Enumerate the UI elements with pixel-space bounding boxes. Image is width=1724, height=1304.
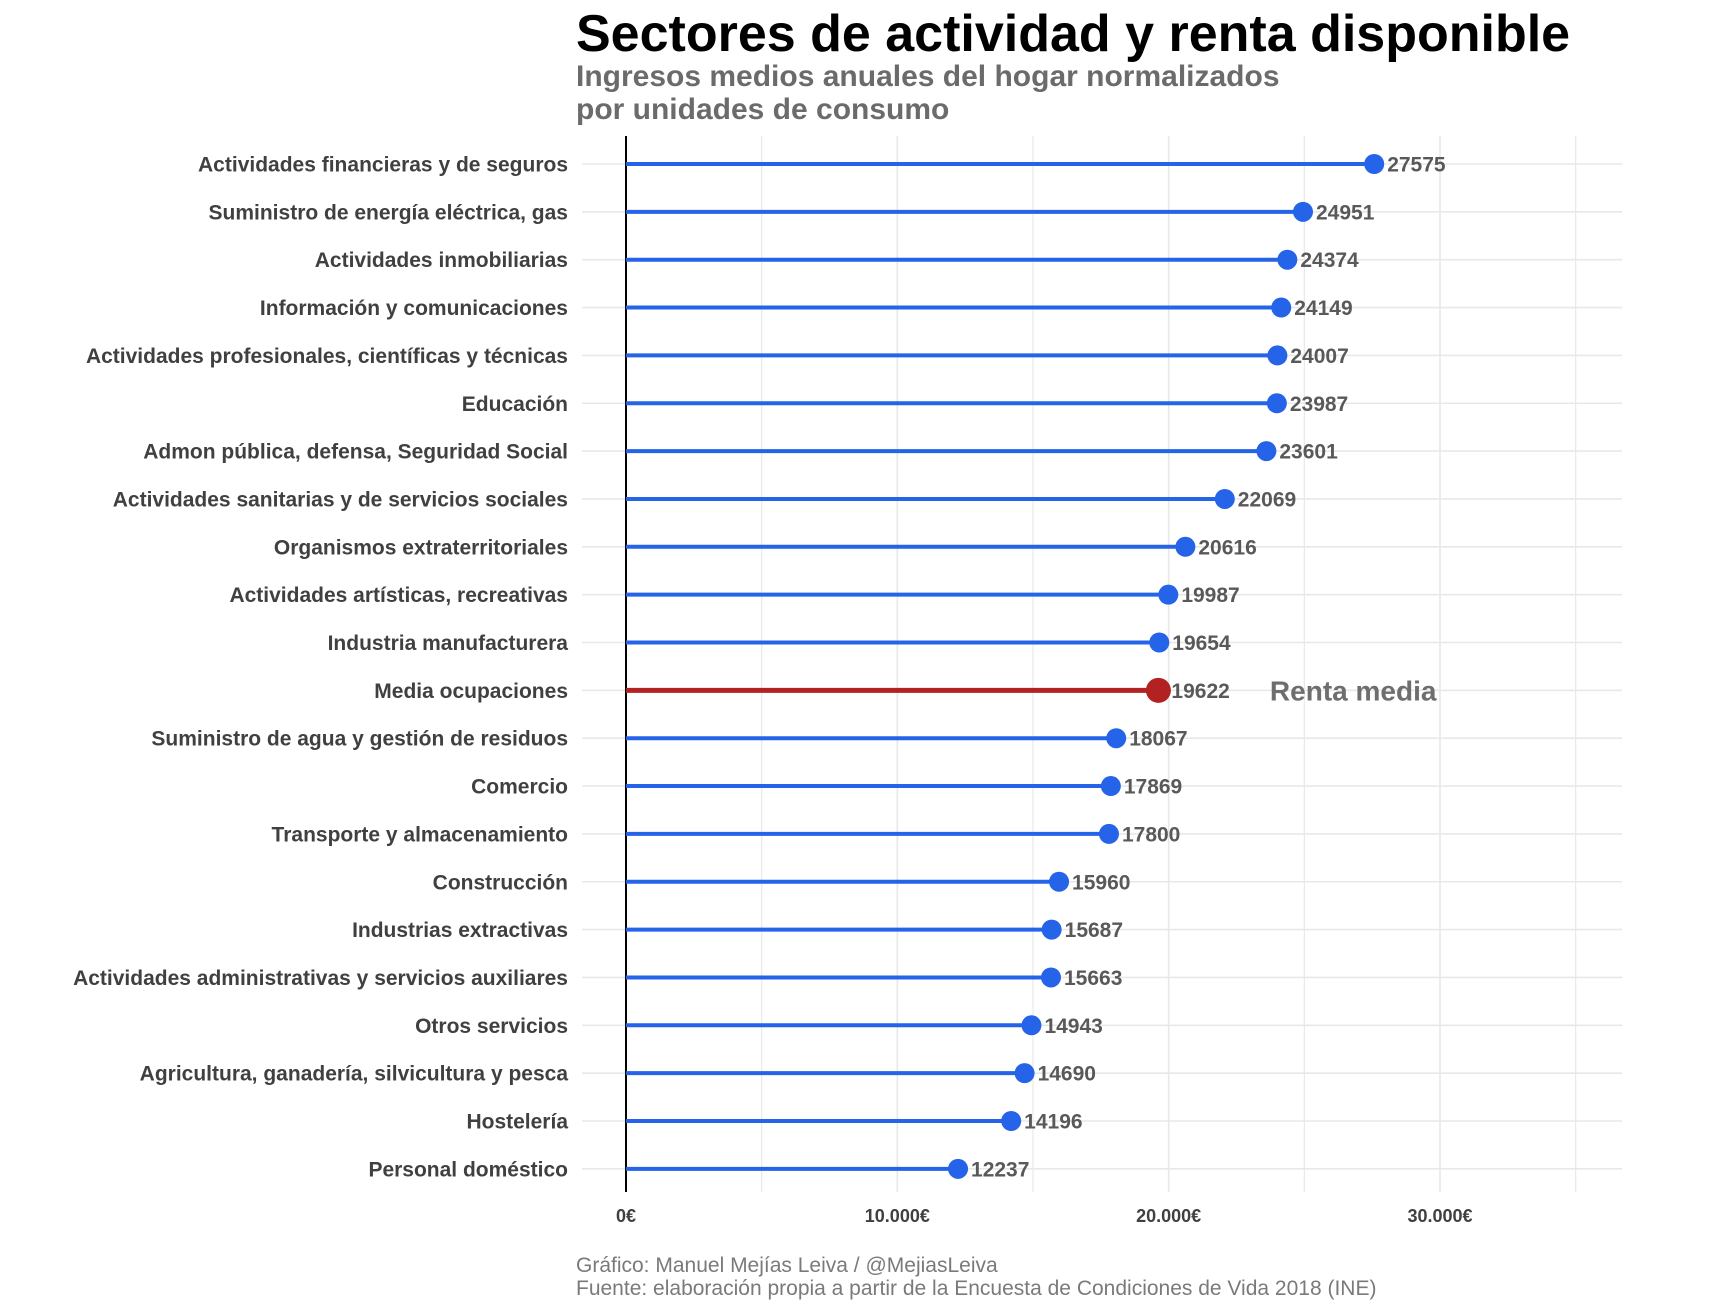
value-label: 14690	[1038, 1063, 1096, 1086]
category-label: Actividades inmobiliarias	[315, 249, 568, 272]
value-label: 24007	[1290, 345, 1348, 368]
value-label: 15663	[1064, 967, 1122, 990]
value-label: 22069	[1238, 488, 1296, 511]
category-label: Industria manufacturera	[328, 632, 569, 655]
chart-subtitle: Ingresos medios anuales del hogar normal…	[576, 60, 1280, 126]
category-label: Comercio	[471, 776, 568, 799]
category-label: Suministro de energía eléctrica, gas	[209, 201, 568, 224]
lollipop-dot	[1041, 919, 1062, 940]
lollipop-dot	[1145, 677, 1171, 703]
x-tick-label: 20.000€	[1136, 1206, 1201, 1226]
lollipop-dot	[1214, 488, 1235, 509]
category-label: Personal doméstico	[368, 1158, 568, 1181]
value-label: 12237	[971, 1158, 1029, 1181]
value-label: 27575	[1387, 154, 1446, 177]
x-tick-label: 30.000€	[1407, 1206, 1472, 1226]
lollipop-dot	[1014, 1063, 1035, 1084]
value-label: 15960	[1072, 871, 1130, 894]
value-label: 19654	[1172, 632, 1231, 655]
value-label: 14196	[1024, 1111, 1082, 1134]
lollipop-dot	[1277, 249, 1298, 270]
caption-line-2: Fuente: elaboración propia a partir de l…	[576, 1277, 1377, 1300]
category-label: Media ocupaciones	[374, 680, 568, 703]
x-tick-label: 10.000€	[865, 1206, 930, 1226]
annotation-label: Renta media	[1270, 675, 1437, 706]
value-label: 24374	[1300, 249, 1359, 272]
lollipop-dot	[1100, 776, 1121, 797]
category-label: Industrias extractivas	[352, 919, 568, 942]
lollipop-dot	[1149, 632, 1170, 653]
value-label: 15687	[1065, 919, 1123, 942]
x-tick-label: 0€	[616, 1206, 636, 1226]
category-label: Actividades financieras y de seguros	[198, 154, 568, 177]
value-label: 17869	[1124, 776, 1182, 799]
value-label: 24149	[1294, 297, 1352, 320]
subtitle-line-2: por unidades de consumo	[576, 93, 950, 126]
category-label: Agricultura, ganadería, silvicultura y p…	[140, 1063, 569, 1086]
category-label: Información y comunicaciones	[260, 297, 568, 320]
chart-title: Sectores de actividad y renta disponible	[576, 5, 1571, 63]
value-label: 19622	[1171, 680, 1229, 703]
lollipop-dot	[1001, 1111, 1022, 1131]
value-label: 23987	[1290, 393, 1348, 416]
lollipop-dot	[1256, 441, 1277, 462]
category-label: Actividades profesionales, científicas y…	[86, 345, 568, 368]
lollipop-dot	[1175, 536, 1196, 557]
lollipop-dot	[1271, 297, 1292, 318]
lollipop-dot	[1267, 345, 1288, 366]
lollipop-dot	[1364, 154, 1385, 174]
lollipop-dot	[1106, 728, 1127, 749]
value-label: 19987	[1181, 584, 1239, 607]
value-label: 24951	[1316, 201, 1375, 224]
value-label: 20616	[1198, 536, 1256, 559]
category-label: Hostelería	[466, 1111, 568, 1134]
caption-line-1: Gráfico: Manuel Mejías Leiva / @MejiasLe…	[576, 1254, 998, 1277]
category-label: Actividades artísticas, recreativas	[229, 584, 568, 607]
category-label: Educación	[462, 393, 568, 416]
lollipop-dot	[1049, 871, 1070, 892]
lollipop-dot	[1293, 201, 1314, 222]
lollipop-dot	[1158, 584, 1179, 605]
category-label: Suministro de agua y gestión de residuos	[151, 728, 568, 751]
category-label: Transporte y almacenamiento	[272, 823, 568, 846]
lollipop-dot	[1040, 967, 1061, 988]
value-label: 14943	[1044, 1015, 1102, 1038]
subtitle-line-1: Ingresos medios anuales del hogar normal…	[576, 60, 1280, 93]
lollipop-dot	[1098, 823, 1119, 844]
category-label: Actividades sanitarias y de servicios so…	[113, 488, 568, 511]
value-label: 23601	[1279, 441, 1338, 464]
category-label: Actividades administrativas y servicios …	[73, 967, 568, 990]
lollipop-dot	[948, 1158, 969, 1179]
lollipop-dot	[1021, 1015, 1042, 1036]
category-label: Construcción	[433, 871, 568, 894]
lollipop-dot	[1266, 393, 1287, 414]
chart-caption: Gráfico: Manuel Mejías Leiva / @MejiasLe…	[576, 1254, 1376, 1300]
category-label: Organismos extraterritoriales	[274, 536, 568, 559]
category-label: Admon pública, defensa, Seguridad Social	[143, 441, 568, 464]
category-label: Otros servicios	[415, 1015, 568, 1038]
value-label: 17800	[1122, 823, 1180, 846]
value-label: 18067	[1129, 728, 1187, 751]
